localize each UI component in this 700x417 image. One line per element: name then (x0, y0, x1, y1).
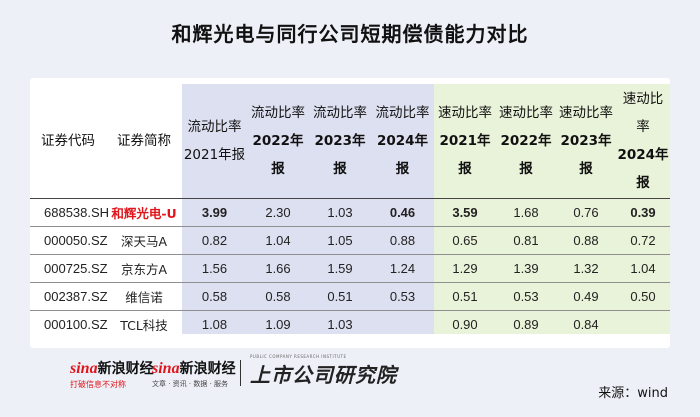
cell-value: 1.29 (434, 254, 496, 283)
cell-value: 1.59 (309, 254, 371, 283)
header-qr-2021: 速动比率 2021年报 (438, 105, 492, 177)
sina-finance-logo: sina新浪财经 打破信息不对称 (70, 358, 154, 390)
cell-value: 1.24 (371, 254, 434, 283)
table-row: 000725.SZ 京东方A 1.56 1.66 1.59 1.24 1.29 … (30, 254, 670, 283)
cell-value: 0.84 (556, 310, 616, 338)
table-row: 688538.SH 和辉光电-U 3.99 2.30 1.03 0.46 3.5… (30, 198, 670, 227)
cell-value (371, 310, 434, 338)
cell-value: 0.58 (182, 282, 247, 311)
header-cr-2023: 流动比率 2023年报 (313, 105, 367, 177)
cell-value: 0.53 (371, 282, 434, 311)
cell-value: 0.58 (247, 282, 309, 311)
cell-value: 1.68 (496, 198, 556, 227)
sina-mark: sina (152, 360, 180, 377)
cell-code: 000725.SZ (30, 254, 108, 283)
cell-value: 0.39 (616, 198, 670, 227)
cell-value: 1.05 (309, 226, 371, 255)
cell-value: 0.82 (182, 226, 247, 255)
cell-name: 京东方A (106, 254, 182, 283)
cell-value: 1.56 (182, 254, 247, 283)
research-institute-logo: PUBLIC COMPANY RESEARCH INSTITUTE 上市公司研究… (250, 354, 397, 388)
header-qr-2022: 速动比率 2022年报 (499, 105, 553, 177)
logo-divider (240, 360, 241, 386)
cell-code: 002387.SZ (30, 282, 108, 311)
logo-tagline: 文章 · 资讯 · 数据 · 服务 (152, 380, 229, 388)
table-row: 000050.SZ 深天马A 0.82 1.04 1.05 0.88 0.65 … (30, 226, 670, 255)
sina-finance-logo-2: sina新浪财经 文章 · 资讯 · 数据 · 服务 (152, 358, 236, 389)
cell-value: 0.72 (616, 226, 670, 255)
table-row: 000100.SZ TCL科技 1.08 1.09 1.03 0.90 0.89… (30, 310, 670, 338)
cell-code: 688538.SH (30, 198, 109, 227)
page-title: 和辉光电与同行公司短期偿债能力对比 (171, 22, 529, 46)
cell-value: 0.46 (371, 198, 434, 227)
cell-value: 2.30 (247, 198, 309, 227)
cell-code: 000050.SZ (30, 226, 108, 255)
header-cr-2024: 流动比率 2024年报 (375, 105, 430, 177)
cell-value: 0.65 (434, 226, 496, 255)
header-cr-2022: 流动比率 2022年报 (251, 105, 305, 177)
cell-name: 和辉光电-U (106, 198, 182, 227)
cell-value: 0.88 (556, 226, 616, 255)
logo-name: 新浪财经 (97, 361, 154, 377)
cell-value: 1.08 (182, 310, 247, 338)
institute-name: 上市公司研究院 (250, 363, 397, 387)
cell-value: 0.81 (496, 226, 556, 255)
comparison-table: 证券代码 证券简称 流动比率 2021年报 流动比率 2022年报 流动比率 2023… (30, 84, 670, 338)
cell-value: 1.39 (496, 254, 556, 283)
header-name: 证券简称 (117, 133, 171, 149)
cell-name: 深天马A (106, 226, 182, 255)
cell-value: 0.89 (496, 310, 556, 338)
cell-value: 1.04 (247, 226, 309, 255)
logo-tagline: 打破信息不对称 (70, 380, 126, 389)
sina-mark: sina (70, 360, 98, 377)
institute-subtitle: PUBLIC COMPANY RESEARCH INSTITUTE (250, 354, 347, 359)
cell-value: 0.49 (556, 282, 616, 311)
cell-value: 1.03 (309, 310, 371, 338)
header-qr-2024: 速动比率 2024年报 (617, 91, 669, 191)
cell-code: 000100.SZ (30, 310, 108, 338)
cell-value: 0.90 (434, 310, 496, 338)
cell-value: 0.88 (371, 226, 434, 255)
cell-value (616, 310, 670, 338)
header-row: 证券代码 证券简称 流动比率 2021年报 流动比率 2022年报 流动比率 2023… (30, 84, 670, 199)
cell-name: TCL科技 (106, 310, 182, 338)
cell-value: 1.03 (309, 198, 371, 227)
source-note: 来源：wind (598, 386, 668, 401)
cell-name: 维信诺 (106, 282, 182, 311)
footer: sina新浪财经 打破信息不对称 sina新浪财经 文章 · 资讯 · 数据 ·… (0, 350, 700, 417)
cell-value: 1.09 (247, 310, 309, 338)
cell-value: 0.53 (496, 282, 556, 311)
header-cr-2021: 流动比率 2021年报 (183, 119, 246, 163)
logo-name: 新浪财经 (179, 361, 236, 377)
cell-value: 0.50 (616, 282, 670, 311)
header-qr-2023: 速动比率 2023年报 (559, 105, 613, 177)
cell-value: 3.59 (434, 198, 496, 227)
cell-value: 0.51 (309, 282, 371, 311)
cell-value: 3.99 (182, 198, 247, 227)
cell-value: 1.32 (556, 254, 616, 283)
cell-value: 0.76 (556, 198, 616, 227)
cell-value: 0.51 (434, 282, 496, 311)
cell-value: 1.04 (616, 254, 670, 283)
table-row: 002387.SZ 维信诺 0.58 0.58 0.51 0.53 0.51 0… (30, 282, 670, 311)
cell-value: 1.66 (247, 254, 309, 283)
header-code: 证券代码 (41, 133, 95, 149)
